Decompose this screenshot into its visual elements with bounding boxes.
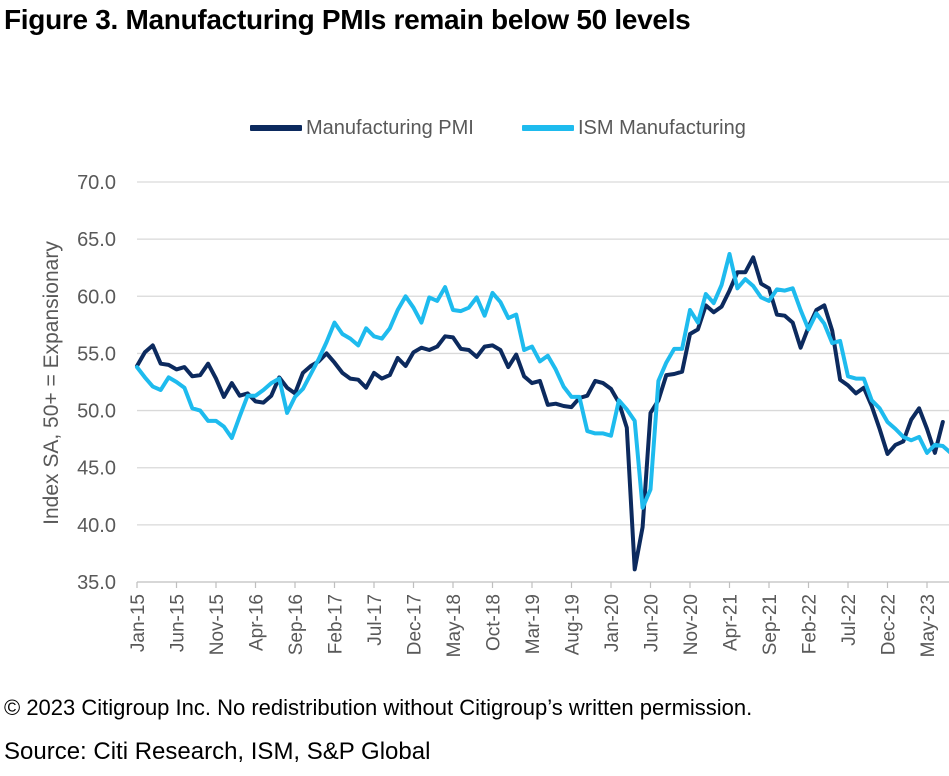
x-tick-label: Sep-16 xyxy=(286,594,307,655)
x-tick-label: Nov-20 xyxy=(681,594,702,655)
series-line-ism-manufacturing xyxy=(137,254,949,508)
x-tick-label: Sep-21 xyxy=(760,594,781,655)
x-tick-label: Feb-17 xyxy=(326,594,347,654)
x-tick-label: Jun-20 xyxy=(642,594,663,652)
y-tick-label: 70.0 xyxy=(77,172,116,194)
y-tick-label: 45.0 xyxy=(77,458,116,480)
x-tick-label: Jan-20 xyxy=(602,594,623,652)
x-tick-label: Nov-15 xyxy=(207,594,228,655)
y-tick-label: 55.0 xyxy=(77,343,116,365)
x-tick-label: Dec-22 xyxy=(879,594,900,655)
y-tick-label: 40.0 xyxy=(77,515,116,537)
x-tick-label: Jul-17 xyxy=(365,594,386,646)
x-tick-label: May-23 xyxy=(918,594,939,657)
x-tick-label: Oct-18 xyxy=(484,594,505,651)
source-note: Source: Citi Research, ISM, S&P Global xyxy=(4,738,430,766)
x-tick-label: Aug-19 xyxy=(563,594,584,655)
y-tick-label: 60.0 xyxy=(77,286,116,308)
copyright-notice: © 2023 Citigroup Inc. No redistribution … xyxy=(4,695,752,721)
y-tick-label: 65.0 xyxy=(77,229,116,251)
data-series xyxy=(137,254,949,569)
line-chart: 35.040.045.050.055.060.065.070.0 Jan-15J… xyxy=(0,0,949,690)
series-line-manufacturing-pmi xyxy=(137,257,943,569)
x-tick-label: Mar-19 xyxy=(523,594,544,654)
gridlines xyxy=(137,182,949,582)
x-tick-label: Jul-22 xyxy=(839,594,860,646)
x-tick-label: Jun-15 xyxy=(168,594,189,652)
y-axis-label: Index SA, 50+ = Expansionary xyxy=(40,241,63,525)
x-tick-label: Feb-22 xyxy=(800,594,821,654)
x-axis-tick-labels: Jan-15 Jun-15 Nov-15 Apr-16 Sep-16 Feb-17 Jul-… xyxy=(128,582,939,657)
y-axis-tick-labels: 35.0 40.0 45.0 50.0 55.0 60.0 65.0 70.0 xyxy=(77,172,116,594)
x-tick-label: Dec-17 xyxy=(405,594,426,655)
y-tick-label: 35.0 xyxy=(77,572,116,594)
x-tick-label: Apr-21 xyxy=(721,594,742,651)
x-tick-label: Jan-15 xyxy=(128,594,149,652)
x-tick-label: May-18 xyxy=(444,594,465,657)
y-tick-label: 50.0 xyxy=(77,401,116,423)
x-tick-label: Apr-16 xyxy=(247,594,268,651)
